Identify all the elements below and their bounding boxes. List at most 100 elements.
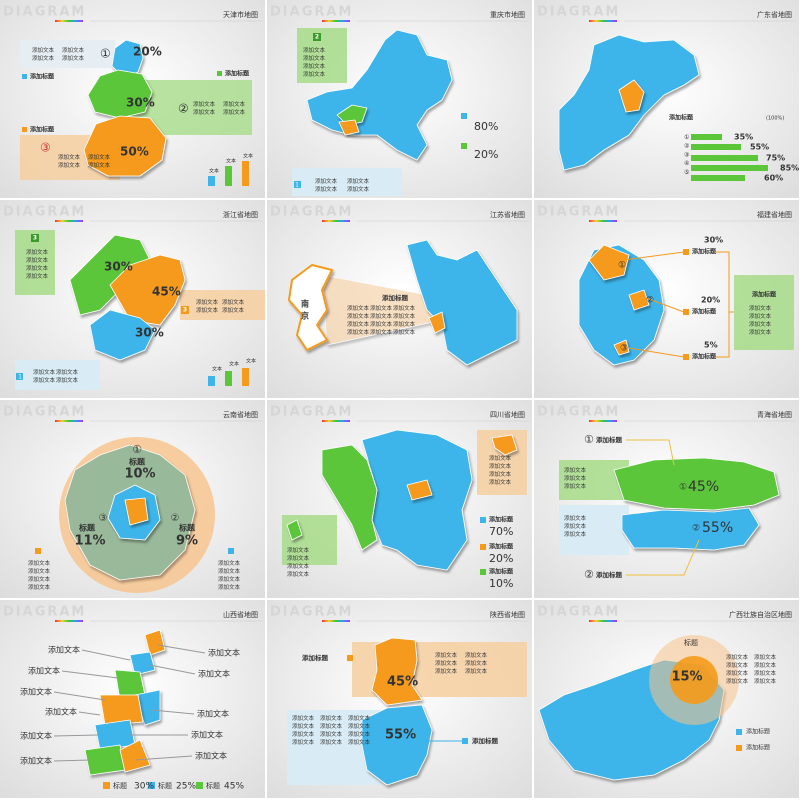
leader-line [716,251,730,358]
slide: DIAGRAM 广西壮族自治区地图标题15%添加文本添加文本添加文本添加文本添加文… [534,600,799,798]
label: 京 [301,311,309,321]
slide-title: 天津市地图 [223,10,258,19]
text-line: 添加文本 [26,263,49,271]
map-region [89,309,156,361]
rainbow-line [55,20,83,22]
label: 标题 [158,781,172,790]
map-region [129,651,156,676]
panel [148,782,155,789]
text-block: 添加文本添加文本 [88,153,111,169]
label: 35% [734,133,753,142]
panel [242,368,249,386]
text-line: ③ [684,151,689,158]
text-line: 添加文本 [754,676,777,684]
text-block: 添加文本添加文本添加文本添加文本 [489,454,512,486]
slide: DIAGRAM 江苏省地图南京添加标题添加文本添加文本添加文本添加文本添加文本添加… [267,200,532,398]
text-block: 添加文本添加文本添加文本 [564,514,587,538]
map-region [406,239,518,366]
text-line: 添加文本 [222,305,245,313]
label: 70% [489,525,513,538]
text-line: 添加文本 [393,327,416,335]
label: ① [100,47,111,61]
text-line: 添加文本 [28,574,51,582]
label: 添加文本 [48,645,80,655]
leader-line [157,644,206,654]
label: 添加文本 [197,709,229,719]
text-line: 添加文本 [489,469,512,477]
label: 20% [701,296,720,305]
text-line: 添加文本 [749,327,772,335]
map-region [621,507,760,551]
panel [217,71,222,76]
label: 文本 [212,366,222,373]
panel [559,505,629,555]
label: ① [132,443,142,456]
text-line: 添加文本 [320,721,343,729]
slide-title: 广东省地图 [757,10,792,19]
label: 25% [176,782,196,792]
rainbow-line [322,220,350,222]
label: 添加标题 [746,728,770,736]
slide-title: 陕西省地图 [490,610,525,619]
text-block: 添加文本添加文本添加文本添加文本 [370,304,393,336]
label: 55% [702,520,733,536]
rainbow-line [589,220,617,222]
slide-title: 江苏省地图 [490,210,525,219]
map-region [588,244,630,281]
text-line: 添加文本 [749,311,772,319]
rainbow-line [322,420,350,422]
label: 添加标题 [596,570,623,579]
text-line: 添加文本 [564,529,587,537]
label: 30% [135,326,164,340]
text-line: 添加文本 [348,737,371,745]
highlight-circle [670,656,718,704]
text-line: 添加文本 [393,304,416,312]
text-line: 添加文本 [465,658,488,666]
leader-line [61,670,119,679]
panel [691,134,722,140]
panel [181,306,189,314]
rainbow-line [589,20,617,22]
text-block: 添加文本添加文本 [33,368,56,384]
leader-line [628,347,685,358]
label: 3 [183,307,187,314]
watermark: DIAGRAM [270,5,353,20]
label: ② [646,296,654,306]
text-line: 添加文本 [749,304,772,312]
leader-line [645,297,685,313]
label: 11% [74,534,105,549]
text-line: 添加文本 [33,368,56,376]
text-line: 添加文本 [287,569,310,577]
text-line: 添加文本 [489,477,512,485]
leader-line [626,439,675,466]
panel [292,168,402,196]
text-block: 添加文本添加文本 [222,298,245,314]
label: ③ [620,344,628,354]
text-line: 添加文本 [564,514,587,522]
label: 50% [120,145,149,159]
text-block: 添加文本添加文本添加文本 [564,466,587,490]
text-line: 添加文本 [303,69,326,77]
panel [461,143,467,149]
map-region [406,479,433,501]
map-region [491,434,518,456]
panel [180,290,265,320]
slide-title: 青海省地图 [757,410,792,419]
label: 添加标题 [692,248,717,256]
text-line: 添加文本 [754,653,777,661]
text-line: 添加文本 [315,184,338,192]
label: 75% [766,154,785,163]
text-line: 添加文本 [754,660,777,668]
text-line: 添加文本 [320,714,343,722]
panel [480,517,486,523]
panel [683,249,689,255]
panel [736,729,742,735]
text-line: 添加文本 [28,566,51,574]
text-line: 添加文本 [32,53,55,61]
label: 添加文本 [45,707,77,717]
label: ② [692,524,700,534]
text-line: 添加文本 [726,660,749,668]
map-region [361,704,433,786]
label: 标题 [684,638,698,647]
